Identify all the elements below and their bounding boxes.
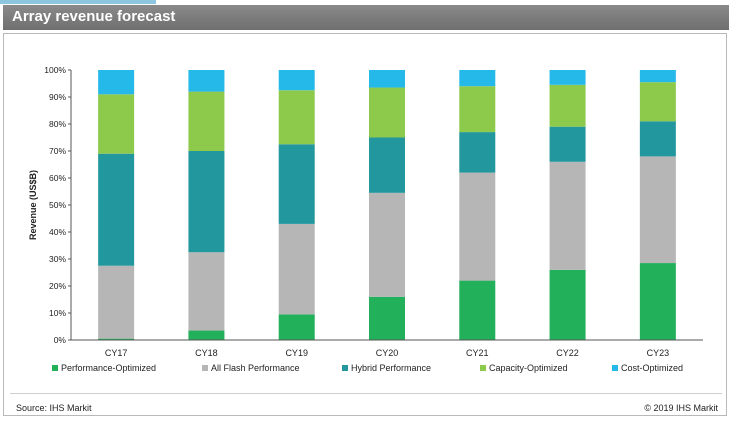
bar-segment bbox=[549, 84, 586, 127]
bar-segment bbox=[98, 153, 135, 266]
bar-segment bbox=[98, 70, 135, 95]
y-tick-label: 10% bbox=[49, 308, 66, 318]
y-tick-label: 90% bbox=[49, 92, 66, 102]
bar-segment bbox=[459, 132, 496, 173]
y-tick-label: 70% bbox=[49, 146, 66, 156]
x-tick-label: CY20 bbox=[376, 348, 399, 358]
title-bar: Array revenue forecast bbox=[3, 5, 729, 30]
bar-segment bbox=[639, 156, 676, 264]
legend-swatch bbox=[480, 365, 486, 371]
y-axis-title: Revenue (US$B) bbox=[28, 170, 38, 240]
y-tick-label: 80% bbox=[49, 119, 66, 129]
bar-segment bbox=[639, 82, 676, 122]
bar-segment bbox=[98, 94, 135, 154]
y-tick-label: 20% bbox=[49, 281, 66, 291]
bar-segment bbox=[188, 70, 225, 92]
footer-divider bbox=[10, 393, 722, 394]
bar-segment bbox=[639, 263, 676, 340]
x-tick-label: CY17 bbox=[105, 348, 128, 358]
y-tick-label: 30% bbox=[49, 254, 66, 264]
header-accent-strip bbox=[0, 0, 156, 4]
bar-segment bbox=[278, 144, 315, 224]
bar-segment bbox=[278, 70, 315, 91]
bar-segment bbox=[98, 338, 135, 340]
copyright-note: © 2019 IHS Markit bbox=[644, 403, 718, 413]
bar-segment bbox=[549, 126, 586, 162]
bar-segment bbox=[188, 151, 225, 253]
chart-title: Array revenue forecast bbox=[12, 8, 176, 25]
legend: Performance-Optimized All Flash Performan… bbox=[52, 363, 683, 373]
source-note: Source: IHS Markit bbox=[16, 403, 92, 413]
y-tick-label: 50% bbox=[49, 200, 66, 210]
bar-segment bbox=[188, 330, 225, 340]
x-tick-label: CY18 bbox=[195, 348, 218, 358]
bar-segment bbox=[278, 314, 315, 340]
legend-swatch bbox=[202, 365, 208, 371]
bar-segment bbox=[278, 90, 315, 145]
legend-swatch bbox=[342, 365, 348, 371]
bar-segment bbox=[549, 161, 586, 270]
legend-swatch bbox=[612, 365, 618, 371]
bar-segment bbox=[188, 91, 225, 151]
bars-group bbox=[98, 70, 676, 340]
y-tick-label: 0% bbox=[54, 335, 67, 345]
x-tick-label: CY23 bbox=[647, 348, 670, 358]
bar-segment bbox=[369, 87, 405, 138]
legend-label: Performance-Optimized bbox=[61, 363, 156, 373]
bar-segment bbox=[639, 121, 676, 157]
y-tick-label: 100% bbox=[44, 65, 66, 75]
chart-frame bbox=[3, 33, 727, 416]
bar-segment bbox=[98, 265, 135, 339]
bar-segment bbox=[459, 172, 496, 281]
legend-label: Cost-Optimized bbox=[621, 363, 683, 373]
bar-segment bbox=[459, 280, 496, 340]
bar-segment bbox=[369, 192, 405, 297]
y-tick-label: 40% bbox=[49, 227, 66, 237]
legend-label: Capacity-Optimized bbox=[489, 363, 568, 373]
bar-segment bbox=[549, 70, 586, 85]
bar-segment bbox=[639, 70, 676, 83]
bar-segment bbox=[369, 137, 405, 193]
x-tick-label: CY22 bbox=[556, 348, 579, 358]
bar-segment bbox=[459, 86, 496, 133]
bar-segment bbox=[549, 269, 586, 340]
legend-swatch bbox=[52, 365, 58, 371]
bar-segment bbox=[369, 296, 405, 340]
bar-segment bbox=[369, 70, 405, 88]
bar-segment bbox=[188, 252, 225, 331]
axes-group: CY17 CY18 CY19 CY20 CY21 CY22 CY23 0% 10% 20% 30% 4… bbox=[28, 65, 703, 358]
x-tick-label: CY19 bbox=[285, 348, 308, 358]
bar-segment bbox=[278, 223, 315, 315]
legend-label: Hybrid Performance bbox=[351, 363, 431, 373]
y-tick-label: 60% bbox=[49, 173, 66, 183]
bar-segment bbox=[459, 70, 496, 87]
legend-label: All Flash Performance bbox=[211, 363, 300, 373]
x-tick-label: CY21 bbox=[466, 348, 489, 358]
